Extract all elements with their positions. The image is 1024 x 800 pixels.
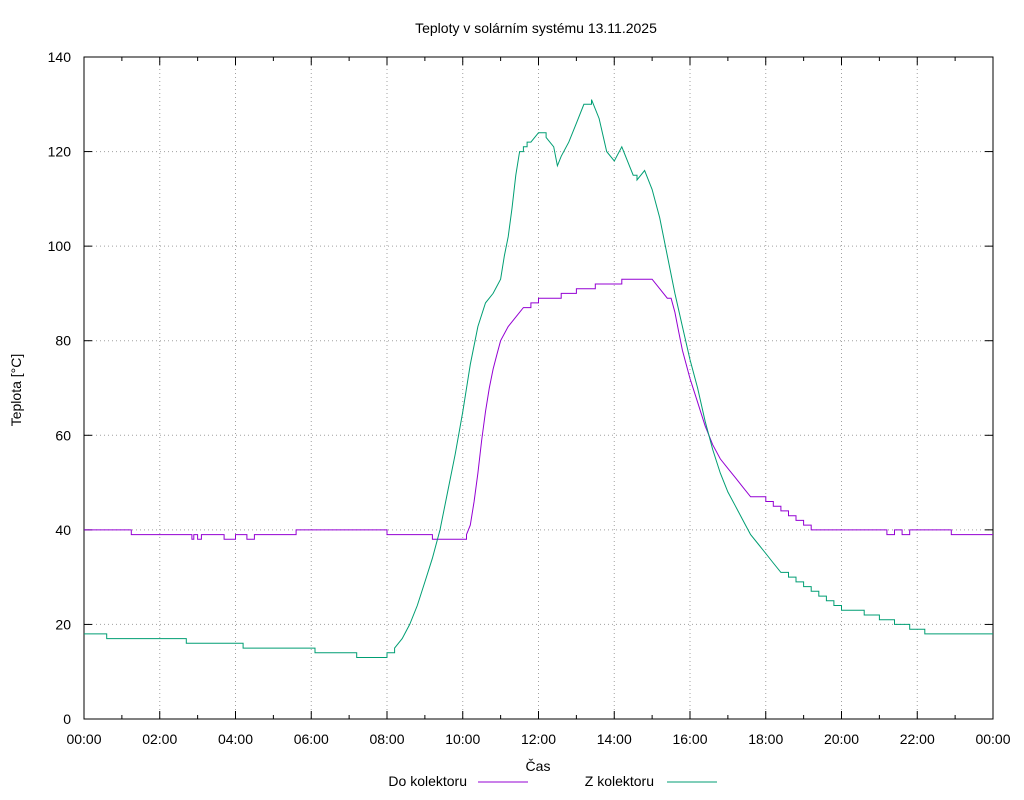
x-tick-label: 00:00 [975,731,1010,747]
x-axis-label: Čas [526,758,551,774]
legend-label-z-kolektoru: Z kolektoru [585,773,654,789]
x-tick-label: 16:00 [672,731,707,747]
x-tick-label: 10:00 [445,731,480,747]
y-tick-label: 0 [63,711,71,727]
legend-label-do-kolektoru: Do kolektoru [388,773,467,789]
x-tick-label: 00:00 [66,731,101,747]
y-tick-label: 140 [48,49,72,65]
series-line-1 [84,99,993,658]
y-tick-label: 40 [55,522,71,538]
y-tick-label: 100 [48,238,72,254]
y-axis-label: Teplota [°C] [8,354,24,427]
y-tick-label: 120 [48,144,72,160]
x-tick-label: 06:00 [294,731,329,747]
y-tick-label: 80 [55,333,71,349]
chart-title: Teploty v solárním systému 13.11.2025 [415,20,657,36]
y-tick-label: 20 [55,616,71,632]
x-tick-label: 08:00 [369,731,404,747]
x-tick-label: 12:00 [521,731,556,747]
x-tick-label: 20:00 [824,731,859,747]
series-line-0 [84,278,993,540]
y-tick-label: 60 [55,427,71,443]
x-tick-label: 18:00 [748,731,783,747]
legend: Do kolektoru Z kolektoru [388,773,717,789]
x-tick-label: 02:00 [142,731,177,747]
plot-border [83,56,994,720]
axis-ticks: 00:00 02:00 04:00 06:00 08:00 10:00 12:00 14:00… [48,49,1011,747]
x-tick-label: 14:00 [597,731,632,747]
x-tick-label: 04:00 [218,731,253,747]
grid-lines [84,57,993,719]
x-tick-label: 22:00 [900,731,935,747]
series-lines [84,99,993,658]
